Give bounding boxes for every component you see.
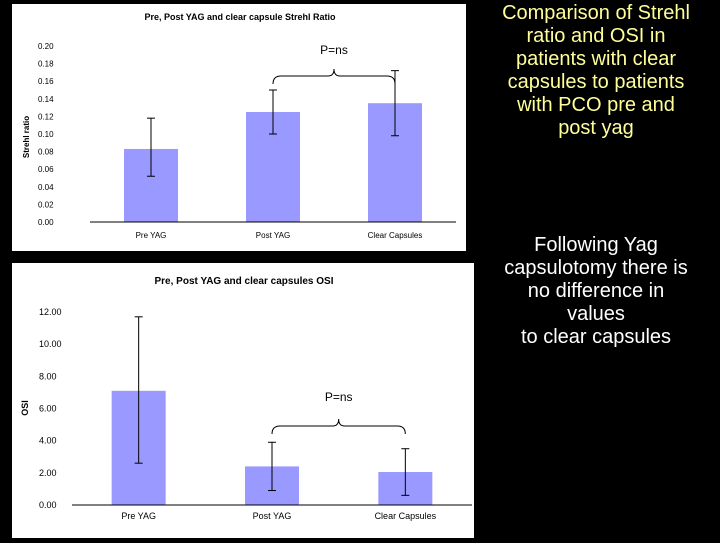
y-axis-label: Strehl ratio [22,116,31,158]
y-tick-label: 0.00 [39,500,57,510]
significance-label: P=ns [325,390,353,404]
x-category-label: Clear Capsules [375,511,437,521]
significance-brace [271,418,406,435]
comparison-line: ratio and OSI in [526,25,666,47]
y-tick-label: 8.00 [39,371,57,381]
osi-chart-panel: Pre, Post YAG and clear capsules OSI OSI 0… [12,263,474,538]
strehl-chart: Pre, Post YAG and clear capsule Strehl R… [22,12,456,240]
y-tick-label: 0.12 [38,112,54,121]
y-tick-label: 2.00 [39,468,57,478]
y-tick-label: 10.00 [39,339,62,349]
comparison-line: post yag [558,117,634,139]
y-tick-label: 0.14 [38,95,54,104]
comparison-description: Comparison of Strehl ratio and OSI in pa… [478,2,714,140]
y-tick-label: 0.18 [38,60,54,69]
conclusion-line: Following Yag [534,234,658,256]
significance-label: P=ns [320,43,348,57]
conclusion-line: values [567,303,625,325]
x-category-label: Clear Capsules [368,231,423,240]
x-category-label: Pre YAG [136,231,167,240]
osi-chart: Pre, Post YAG and clear capsules OSI OSI 0… [20,276,472,521]
y-tick-label: 0.04 [38,183,54,192]
conclusion-line: to clear capsules [520,326,672,348]
comparison-line: capsules to patients [507,71,685,93]
y-tick-label: 12.00 [39,307,62,317]
y-tick-label: 4.00 [39,436,57,446]
y-axis-label: OSI [20,400,30,416]
conclusion-line: capsulotomy there is [504,257,688,279]
chart-title: Pre, Post YAG and clear capsule Strehl R… [144,12,336,22]
x-category-label: Post YAG [256,231,290,240]
comparison-line: patients with clear [515,48,677,70]
y-tick-label: 6.00 [39,404,57,414]
comparison-line: with PCO pre and [517,94,675,116]
conclusion-description: Following Yag capsulotomy there is no di… [476,234,716,349]
chart-title: Pre, Post YAG and clear capsules OSI [155,276,334,287]
x-category-label: Post YAG [253,511,292,521]
x-category-label: Pre YAG [121,511,156,521]
y-tick-label: 0.00 [38,218,54,227]
y-tick-label: 0.20 [38,42,54,51]
comparison-line: Comparison of Strehl [502,2,690,24]
y-tick-label: 0.16 [38,77,54,86]
y-tick-label: 0.02 [38,200,54,209]
conclusion-line: no difference in [527,280,665,302]
y-tick-label: 0.08 [38,148,54,157]
y-tick-label: 0.10 [38,130,54,139]
y-tick-label: 0.06 [38,165,54,174]
significance-brace [272,68,396,85]
strehl-chart-panel: Pre, Post YAG and clear capsule Strehl R… [12,4,466,251]
